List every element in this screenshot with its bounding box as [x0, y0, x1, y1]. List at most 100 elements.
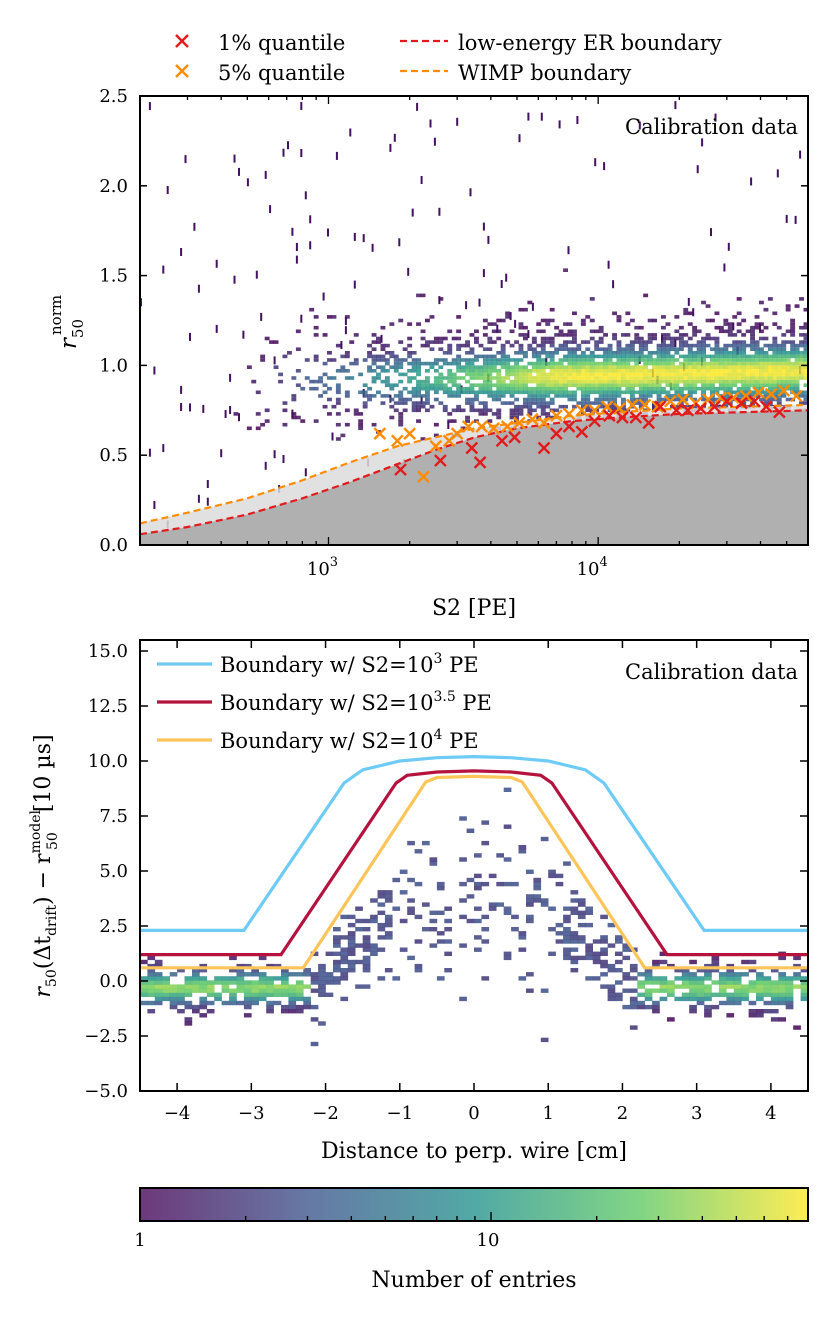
- hist-cell: [459, 816, 467, 821]
- hist-cell: [229, 373, 232, 382]
- hist-cell: [718, 358, 724, 362]
- hist-cell: [527, 394, 533, 398]
- hist-cell: [750, 376, 755, 380]
- hist-cell: [643, 361, 649, 366]
- hist-cell: [580, 376, 586, 380]
- hist-cell: [638, 121, 641, 130]
- hist-cell: [598, 401, 604, 405]
- hist-cell: [438, 340, 444, 344]
- hist-cell: [580, 379, 586, 384]
- hist-cell: [451, 390, 457, 395]
- hist-cell: [745, 343, 751, 348]
- bottom-xtick-label: 1: [542, 1103, 553, 1124]
- hist-cell: [580, 404, 586, 409]
- hist-cell: [536, 354, 542, 359]
- hist-cell: [487, 235, 490, 244]
- hist-cell: [629, 401, 635, 405]
- hist-cell: [681, 996, 690, 1002]
- top-ylabel-main: r: [56, 336, 82, 349]
- hist-cell: [585, 347, 591, 351]
- hist-cell: [585, 315, 591, 319]
- hist-cell: [518, 376, 524, 380]
- hist-cell: [603, 376, 608, 380]
- hist-cell: [669, 361, 675, 366]
- hist-cell: [310, 951, 319, 956]
- hist-cell: [781, 351, 787, 355]
- hist-cell: [469, 401, 475, 405]
- hist-cell: [407, 910, 415, 915]
- hist-cell: [304, 468, 307, 477]
- hist-cell: [576, 401, 582, 405]
- hist-cell: [589, 401, 595, 405]
- hist-cell: [313, 354, 319, 359]
- hist-cell: [344, 326, 347, 335]
- hist-cell: [389, 415, 395, 420]
- hist-cell: [545, 394, 551, 398]
- hist-cell: [643, 379, 649, 384]
- hist-cell: [718, 988, 727, 993]
- hist-cell: [776, 351, 782, 355]
- hist-cell: [644, 996, 653, 1002]
- hist-cell: [509, 386, 515, 391]
- hist-cell: [558, 333, 564, 337]
- hist-cell: [674, 101, 677, 110]
- hist-cell: [362, 935, 371, 940]
- hist-cell: [392, 906, 401, 911]
- hist-cell: [459, 914, 467, 920]
- hist-cell: [526, 902, 534, 907]
- hist-cell: [526, 898, 534, 903]
- hist-cell: [794, 351, 800, 355]
- hist-cell: [669, 340, 675, 344]
- hist-cell: [310, 976, 319, 981]
- hist-cell: [411, 365, 417, 369]
- hist-cell: [756, 984, 764, 989]
- hist-cell: [643, 340, 649, 344]
- hist-cell: [625, 383, 631, 387]
- hist-cell: [545, 404, 551, 409]
- hist-cell: [794, 347, 800, 351]
- hist-cell: [251, 996, 259, 1002]
- hist-cell: [718, 372, 724, 377]
- hist-cell: [154, 992, 163, 997]
- hist-cell: [514, 379, 519, 384]
- hist-cell: [629, 318, 635, 323]
- hist-cell: [258, 980, 267, 985]
- hist-cell: [465, 351, 470, 355]
- hist-cell: [580, 361, 586, 366]
- hist-cell: [335, 422, 341, 427]
- hist-cell: [500, 280, 503, 288]
- hist-cell: [669, 394, 675, 398]
- hist-cell: [723, 365, 729, 369]
- hist-cell: [603, 354, 608, 359]
- hist-cell: [456, 336, 462, 341]
- hist-cell: [335, 390, 341, 395]
- hist-cell: [612, 379, 617, 384]
- hist-cell: [572, 365, 577, 369]
- hist-cell: [616, 347, 622, 351]
- boundary-s2-1e4-line: [140, 774, 808, 970]
- hist-cell: [540, 351, 546, 355]
- hist-cell: [370, 898, 378, 903]
- hist-cell: [696, 365, 702, 369]
- hist-cell: [607, 369, 613, 373]
- hist-cell: [411, 351, 417, 355]
- hist-cell: [266, 976, 274, 981]
- hist-cell: [665, 333, 671, 337]
- hist-cell: [598, 390, 604, 395]
- hist-cell: [643, 397, 649, 402]
- top-plot-frame: [139, 95, 809, 546]
- hist-cell: [500, 394, 506, 398]
- quantile-1pct-point: [588, 414, 601, 428]
- hist-cell: [554, 376, 560, 380]
- hist-cell: [656, 361, 662, 366]
- hist-cell: [607, 397, 613, 402]
- hist-cell: [527, 361, 533, 366]
- hist-cell: [770, 1009, 779, 1014]
- hist-cell: [331, 376, 337, 380]
- hist-cell: [589, 329, 595, 334]
- hist-cell: [362, 358, 368, 362]
- hist-cell: [549, 369, 555, 373]
- hist-cell: [803, 390, 808, 395]
- hist-cell: [754, 351, 760, 355]
- hist-cell: [481, 976, 490, 981]
